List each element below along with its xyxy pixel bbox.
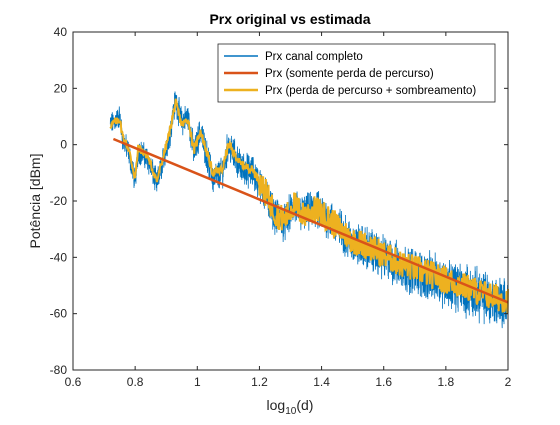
x-tick-label: 1.6: [375, 375, 392, 389]
x-axis-label-subscript: 10: [285, 406, 297, 417]
y-axis-label: Potência [dBm]: [27, 154, 43, 249]
series-layer: [109, 91, 509, 329]
legend: Prx canal completo Prx (somente perda de…: [217, 43, 496, 103]
y-tick-label: -20: [50, 194, 68, 208]
ticks-layer: 0.6 0.8 1 1.2 1.4 1.6 1.8 2 -80 -60 -40 -20 0 20 40: [50, 25, 512, 389]
x-tick-label: 1.4: [313, 375, 330, 389]
series-shadowing-line: [109, 98, 509, 314]
y-tick-label: 0: [60, 138, 67, 152]
x-tick-label: 2: [505, 375, 512, 389]
legend-label-pathloss: Prx (somente perda de percurso): [265, 68, 434, 80]
y-tick-label: -80: [50, 363, 68, 377]
x-tick-label: 1.8: [438, 375, 455, 389]
y-tick-label: 20: [54, 81, 68, 95]
legend-label-complete: Prx canal completo: [265, 51, 363, 63]
series-pathloss-line: [112, 137, 509, 304]
x-tick-label: 1: [194, 375, 201, 389]
x-axis-label-rest: (d): [296, 397, 313, 413]
chart-title: Prx original vs estimada: [209, 11, 370, 27]
y-tick-label: 40: [54, 25, 68, 39]
y-tick-label: -60: [50, 307, 68, 321]
x-tick-label: 0.8: [127, 375, 144, 389]
x-axis-label: log10(d): [267, 397, 314, 417]
x-tick-label: 0.6: [65, 375, 82, 389]
y-tick-label: -40: [50, 250, 68, 264]
legend-label-shadowing: Prx (perda de percurso + sombreamento): [265, 85, 476, 97]
x-axis-label-base: log: [267, 397, 286, 413]
legend-box: [217, 43, 496, 103]
x-tick-label: 1.2: [251, 375, 268, 389]
